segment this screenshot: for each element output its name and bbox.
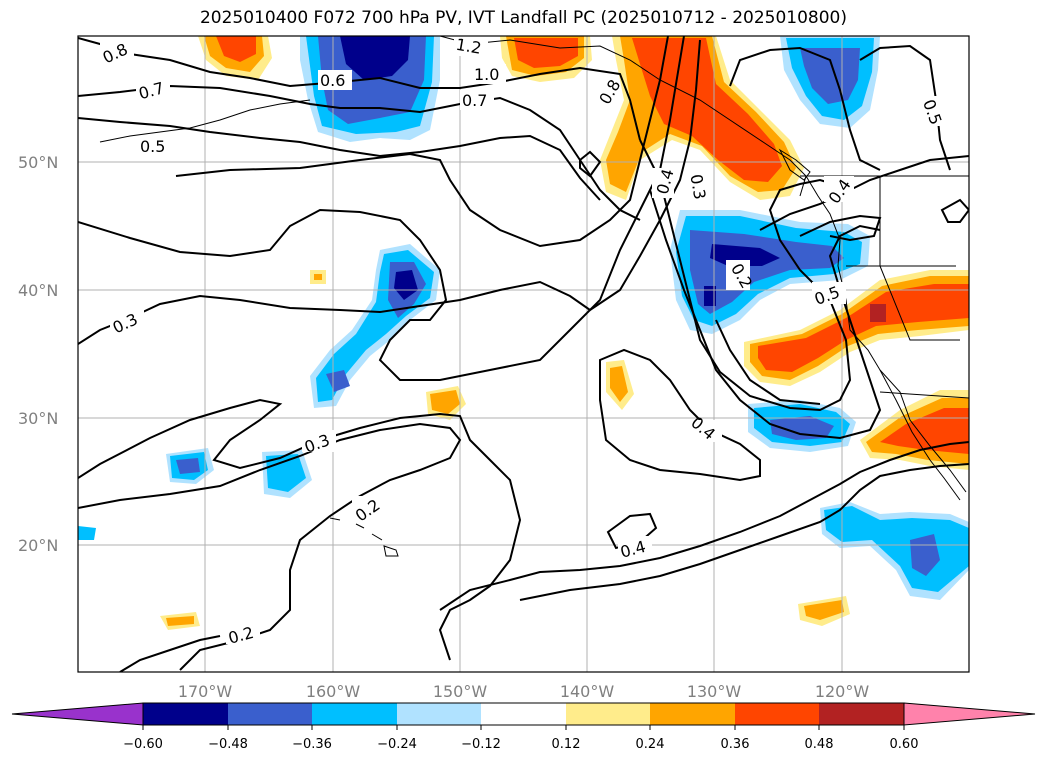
negative-anomaly-area [176,458,200,474]
positive-anomaly-area [880,408,969,454]
colorbar-segment [228,703,312,725]
colorbar-segment [143,703,228,725]
latitude-labels: 50°N 40°N 30°N 20°N [18,153,58,555]
negative-anomaly-area [704,286,716,306]
pv-contour [78,422,462,671]
colorbar-extend-max [903,702,1036,726]
colorbar-tick-label: 0.48 [805,737,834,752]
contour-label: 0.5 [140,137,165,156]
colorbar-tick-label: 0.12 [552,737,581,752]
border-us-mexico [879,391,969,399]
pv-contour [940,198,969,223]
colorbar-segment [481,703,566,725]
colorbar-segment [650,703,735,725]
map-title: 2025010400 F072 700 hPa PV, IVT Landfall… [199,8,847,28]
lon-label: 160°W [306,682,361,701]
colorbar-tick-label: −0.60 [123,737,163,752]
lat-label: 40°N [18,281,58,300]
pv-contour [606,512,658,550]
pv-contour [639,139,852,412]
colorbar-segment [312,703,397,725]
pv-contour [78,398,522,661]
vancouver-island [778,148,811,181]
negative-anomaly-area [340,36,410,80]
negative-anomaly-area [824,506,969,592]
colorbar-segment [735,703,819,725]
negative-anomaly-area [800,48,860,104]
colorbar-segment [819,703,904,725]
border-state-line [879,176,956,267]
contour-label: 0.6 [320,71,345,90]
lon-label: 120°W [815,682,870,701]
coastline-north-america [805,175,967,493]
lat-label: 30°N [18,409,58,428]
pv-contour [78,37,641,141]
hawaii-islands [329,517,399,557]
colorbar-ticks [142,725,905,730]
colorbar-extend-min [11,702,144,726]
negative-anomaly-area [394,270,418,300]
positive-anomaly-area [216,36,256,62]
contour-label: 1.2 [454,35,482,58]
positive-anomaly-area [758,284,969,372]
map-frame [77,35,970,673]
positive-anomaly-area [430,390,460,414]
pv-contour [599,348,761,482]
colorbar-tick-label: −0.12 [461,737,501,752]
colorbar-tick-label: 0.24 [636,737,665,752]
pv-contour [78,39,701,345]
pv-contour [715,319,821,405]
contour-labels: 0.8 0.7 0.5 0.6 1.2 1.0 0.7 0.8 0.4 0.3 … [100,35,946,648]
pv-contour [649,189,882,440]
positive-anomaly-area [804,600,844,620]
pv-contour [519,463,969,601]
positive-anomaly-area [632,38,782,182]
colorbar-tick-label: 0.36 [721,737,750,752]
pv-contour [859,44,951,171]
lon-label: 170°W [178,682,233,701]
contour-label: 1.0 [474,65,499,84]
negative-anomaly-area [770,416,834,440]
positive-anomaly-area [610,366,628,402]
pv-contours [78,36,969,672]
pv-contour [78,36,685,381]
positive-anomaly-area [166,616,194,626]
longitude-labels: 170°W 160°W 150°W 140°W 130°W 120°W [178,682,870,701]
coastlines [99,36,969,557]
lon-label: 150°W [433,682,488,701]
lon-label: 130°W [687,682,742,701]
positive-anomaly-area [870,304,886,322]
pv-contour [78,117,601,201]
colorbar-tick-label: −0.24 [377,737,417,752]
pv-contour [759,155,969,231]
colorbar-frame [142,702,905,726]
border-state-line [879,265,960,341]
pv-contour [799,214,882,242]
pv-contour [119,635,221,672]
colorbar-segment [566,703,650,725]
positive-anomaly-area [514,38,578,68]
lon-label: 140°W [560,682,615,701]
baja-coast [879,369,961,501]
contour-label: 0.3 [686,173,709,201]
positive-anomaly-area [314,274,322,280]
negative-anomaly-area [326,370,350,392]
lat-label: 20°N [18,536,58,555]
pv-contour [439,441,969,611]
colorbar-tick-label: 0.60 [890,737,919,752]
colorbar-tick-label: −0.48 [208,737,248,752]
negative-anomaly-area [78,526,96,540]
colorbar-tick-label: −0.36 [292,737,332,752]
contour-label: 0.7 [462,91,487,110]
colorbar-segment [397,703,481,725]
pv-contour [78,84,641,221]
colorbar: −0.60 −0.48 −0.36 −0.24 −0.12 0.12 0.24 … [11,702,1036,752]
pv-contour [579,150,602,178]
pv-shading [78,36,969,630]
pv-contour [729,46,881,171]
aleutian-islands [99,99,311,143]
lat-label: 50°N [18,153,58,172]
